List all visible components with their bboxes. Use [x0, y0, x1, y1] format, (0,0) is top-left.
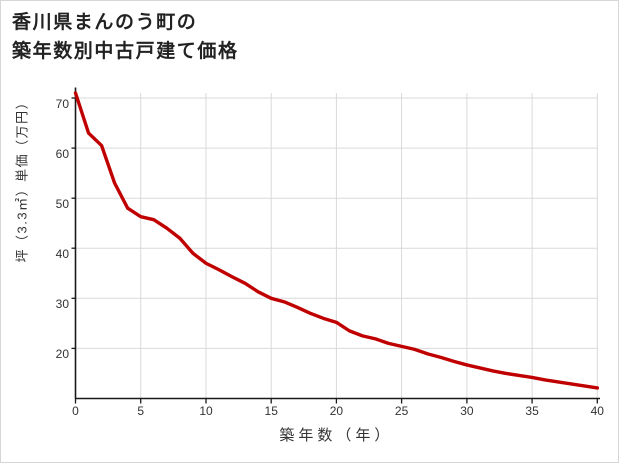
svg-text:60: 60: [56, 147, 70, 161]
svg-text:20: 20: [56, 347, 70, 361]
svg-text:30: 30: [460, 404, 474, 418]
svg-text:30: 30: [56, 297, 70, 311]
svg-text:70: 70: [56, 97, 70, 111]
svg-text:40: 40: [591, 404, 605, 418]
svg-text:20: 20: [330, 404, 344, 418]
svg-text:25: 25: [395, 404, 409, 418]
svg-text:0: 0: [72, 404, 79, 418]
svg-text:50: 50: [56, 197, 70, 211]
svg-text:15: 15: [265, 404, 279, 418]
svg-text:10: 10: [199, 404, 213, 418]
svg-text:40: 40: [56, 247, 70, 261]
svg-text:5: 5: [137, 404, 144, 418]
svg-text:35: 35: [525, 404, 539, 418]
